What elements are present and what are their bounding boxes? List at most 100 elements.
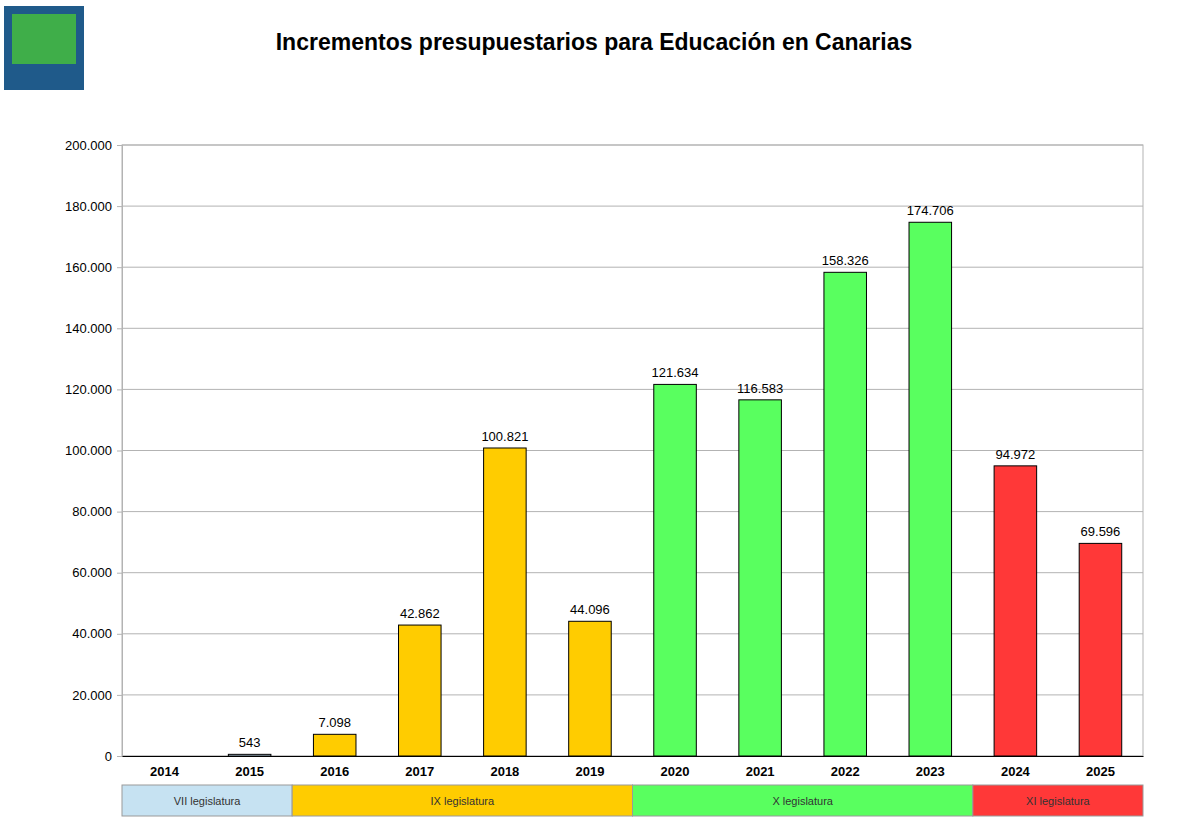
y-tick-mark <box>117 328 122 329</box>
grid-line <box>122 328 1143 329</box>
x-tick-label: 2021 <box>746 764 775 779</box>
y-tick-mark <box>117 634 122 635</box>
y-tick: 140.000 <box>65 321 122 336</box>
data-label: 94.972 <box>995 447 1035 462</box>
grid-line <box>122 511 1143 512</box>
grid <box>122 145 1143 756</box>
grid-line <box>122 756 1143 757</box>
y-tick-mark <box>117 756 122 757</box>
x-tick-label: 2022 <box>831 764 860 779</box>
x-tick-label: 2024 <box>1001 764 1031 779</box>
y-tick: 20.000 <box>72 688 122 703</box>
bar <box>909 222 952 756</box>
x-tick: 2017 <box>405 764 434 779</box>
legislature-label: XI legislatura <box>1026 795 1090 807</box>
y-tick: 60.000 <box>72 565 122 580</box>
y-tick-mark <box>117 695 122 696</box>
bars <box>228 222 1121 756</box>
bar <box>313 734 356 756</box>
data-labels: 543 7.098 42.862 100.821 44.096 121.634 116.58… <box>239 203 1121 750</box>
data-label: 42.862 <box>400 606 440 621</box>
y-tick-label: 60.000 <box>72 565 112 580</box>
data-label: 44.096 <box>570 602 610 617</box>
bar <box>569 621 612 756</box>
legislature-band <box>973 785 1143 816</box>
grid-line <box>122 694 1143 695</box>
data-label: 121.634 <box>652 365 699 380</box>
data-label: 543 <box>239 735 261 750</box>
x-tick: 2024 <box>1001 764 1031 779</box>
x-axis-line <box>123 756 1144 757</box>
y-tick: 80.000 <box>72 504 122 519</box>
x-tick: 2023 <box>916 764 945 779</box>
data-label: 7.098 <box>318 715 351 730</box>
y-tick-mark <box>117 267 122 268</box>
x-tick-label: 2016 <box>320 764 349 779</box>
x-tick-label: 2017 <box>405 764 434 779</box>
y-tick-label: 200.000 <box>65 138 112 153</box>
data-label: 174.706 <box>907 203 954 218</box>
x-tick: 2016 <box>320 764 349 779</box>
legislature-label: X legislatura <box>772 795 833 807</box>
x-tick: 2018 <box>490 764 519 779</box>
y-tick-label: 180.000 <box>65 199 112 214</box>
grid-line <box>122 450 1143 451</box>
x-tick-label: 2015 <box>235 764 264 779</box>
y-tick-label: 40.000 <box>72 626 112 641</box>
grid-line <box>122 206 1143 207</box>
plot-frame <box>122 145 1143 756</box>
legislature-band <box>292 785 632 816</box>
data-label: 100.821 <box>481 429 528 444</box>
grid-line <box>122 572 1143 573</box>
x-tick-label: 2023 <box>916 764 945 779</box>
bar <box>399 625 442 756</box>
y-tick-mark <box>117 573 122 574</box>
legislature-band <box>633 785 973 816</box>
y-axis-line <box>117 146 123 757</box>
logo <box>4 6 84 90</box>
background <box>0 0 1200 817</box>
y-tick-label: 100.000 <box>65 443 112 458</box>
y-tick-label: 80.000 <box>72 504 112 519</box>
y-tick-label: 20.000 <box>72 688 112 703</box>
y-tick-label: 160.000 <box>65 260 112 275</box>
x-axis: 2014 2015 2016 2017 2018 2019 2020 2021 2022 2023… <box>123 757 1144 780</box>
x-tick: 2015 <box>235 764 264 779</box>
y-tick-mark <box>117 512 122 513</box>
x-tick: 2019 <box>575 764 604 779</box>
x-tick: 2022 <box>831 764 860 779</box>
y-tick: 40.000 <box>72 626 122 641</box>
legislature-band <box>122 785 292 816</box>
legislature-label: VII legislatura <box>174 795 242 807</box>
x-tick: 2020 <box>661 764 690 779</box>
x-tick-label: 2018 <box>490 764 519 779</box>
data-label: 69.596 <box>1081 524 1121 539</box>
legislature-bands: VII legislatura IX legislatura X legislatu… <box>122 785 1143 816</box>
x-tick: 2025 <box>1086 764 1115 779</box>
x-tick-label: 2020 <box>661 764 690 779</box>
x-tick: 2014 <box>150 764 180 779</box>
y-tick: 120.000 <box>65 382 122 397</box>
bar <box>228 754 271 756</box>
y-tick-label: 120.000 <box>65 382 112 397</box>
legislature-label: IX legislatura <box>431 795 495 807</box>
chart: Incrementos presupuestarios para Educaci… <box>0 0 1200 817</box>
y-tick-label: 0 <box>105 749 112 764</box>
y-tick: 180.000 <box>65 199 122 214</box>
grid-line <box>122 145 1143 146</box>
x-tick-label: 2025 <box>1086 764 1115 779</box>
y-tick: 100.000 <box>65 443 122 458</box>
y-tick: 0 <box>105 749 122 764</box>
logo-mark <box>12 14 76 64</box>
y-tick-mark <box>117 145 122 146</box>
x-tick-label: 2019 <box>575 764 604 779</box>
y-tick-label: 140.000 <box>65 321 112 336</box>
data-label: 116.583 <box>737 381 783 396</box>
x-tick-label: 2014 <box>150 764 180 779</box>
y-axis: 0 20.000 40.000 60.000 80.000 100.000 120.000 1… <box>65 138 123 764</box>
title: Incrementos presupuestarios para Educaci… <box>276 29 913 55</box>
bar <box>484 448 527 756</box>
bar <box>654 384 697 756</box>
y-tick: 160.000 <box>65 260 122 275</box>
logo-box <box>4 6 84 90</box>
